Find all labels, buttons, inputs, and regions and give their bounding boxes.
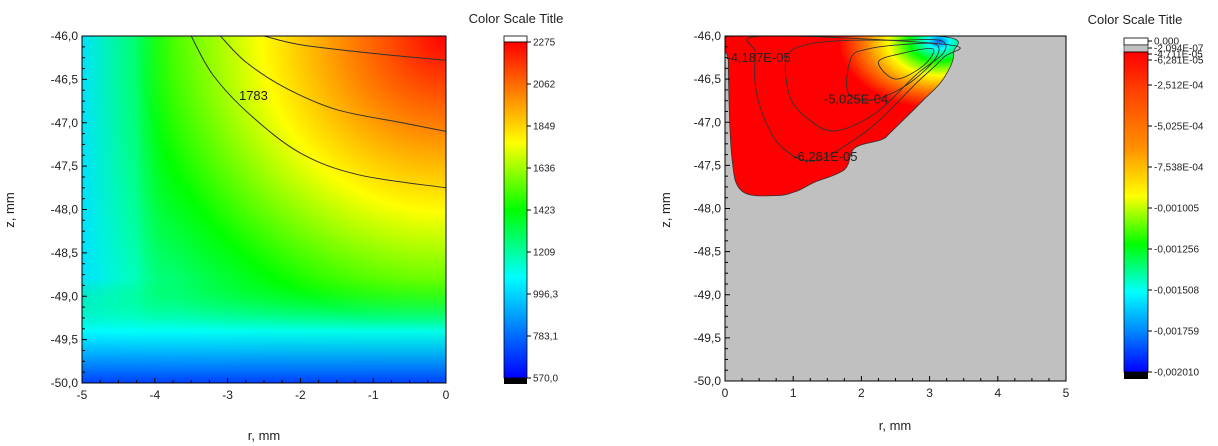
right-y-tick-label: -48,0: [694, 202, 722, 216]
right-y-tick-label: -46,0: [694, 29, 722, 43]
left-colorbar-tick-label: 996,3: [533, 290, 558, 301]
left-colorbar-tick-label: 570,0: [533, 374, 558, 385]
right-contour-label: -6,281E-05: [793, 149, 857, 164]
left-y-tick-label: -49,5: [51, 333, 79, 347]
left-plot-field: [82, 36, 446, 383]
right-contour-label: -5,025E-04: [824, 91, 888, 106]
right-colorbar-title: Color Scale Title: [1088, 12, 1183, 27]
left-x-tick-label: 0: [443, 388, 450, 402]
right-y-axis: -46,0 -46,5 -47,0 -47,5 -48,0 -48,5 -49,0 -49,5…: [694, 29, 730, 388]
left-y-tick-label: -46,5: [51, 72, 79, 86]
right-colorbar-tick-label: -2,512E-04: [1154, 81, 1204, 92]
right-contours: [746, 36, 961, 162]
right-x-tick-label: 2: [858, 386, 865, 400]
left-x-tick-label: -5: [77, 388, 88, 402]
right-colorbar-tick-label: -0,001005: [1154, 204, 1199, 215]
right-plot: -4,187E-05 -6,281E-05 -5,025E-04 0 1 2 3 4 5 -4…: [658, 12, 1204, 433]
right-x-tick-label: 4: [994, 386, 1001, 400]
right-y-tick-label: -48,5: [694, 245, 722, 259]
left-colorbar-labels: 2275 2062 1849 1636 1423 1209 996,3 783,1 570,0: [527, 38, 558, 385]
right-colorbar-tick-label: -0,001508: [1154, 286, 1199, 297]
left-colorbar-tick-label: 2275: [533, 38, 556, 49]
right-contour-label: -4,187E-05: [726, 50, 790, 65]
right-colorbar-tick-label: -7,538E-04: [1154, 163, 1204, 174]
left-y-tick-label: -49,0: [51, 289, 79, 303]
right-colorbar-labels: 0,000-2,094E-07-4,711E-05-6,281E-05 -2,51…: [1148, 37, 1204, 379]
left-x-tick-label: -3: [222, 388, 233, 402]
left-y-tick-label: -47,5: [51, 159, 79, 173]
left-contour-label: 1783: [239, 88, 268, 103]
left-y-tick-label: -46,0: [51, 29, 79, 43]
left-y-tick-label: -47,0: [51, 116, 79, 130]
left-x-axis: -5 -4 -3 -2 -1 0: [77, 378, 450, 402]
left-colorbar-tick-label: 1636: [533, 164, 556, 175]
left-colorbar-tick-label: 2062: [533, 80, 556, 91]
right-y-tick-label: -47,5: [694, 158, 722, 172]
right-colorbar-tick-label: 0,000: [1154, 37, 1179, 48]
right-x-tick-label: 5: [1063, 386, 1070, 400]
left-contours: [190, 36, 446, 189]
right-y-tick-label: -46,5: [694, 72, 722, 86]
right-colorbar-tick-label: -5,025E-04: [1154, 122, 1204, 133]
left-y-tick-label: -48,5: [51, 246, 79, 260]
right-y-tick-label: -49,5: [694, 331, 722, 345]
right-contour-line: [846, 42, 940, 102]
left-contour-line: [190, 36, 446, 189]
right-x-tick-label: 0: [722, 386, 729, 400]
right-y-tick-label: -47,0: [694, 115, 722, 129]
right-x-axis: 0 1 2 3 4 5: [722, 376, 1070, 400]
right-colorbar-tick-label: -0,001256: [1154, 245, 1199, 256]
left-colorbar-tick-label: 1849: [533, 122, 556, 133]
left-colorbar: Color Scale Title 2275 2062 1849 1636 1423 12…: [469, 11, 564, 385]
left-contour-line: [219, 36, 446, 132]
right-y-tick-label: -49,0: [694, 288, 722, 302]
right-x-tick-label: 3: [926, 386, 933, 400]
right-colorbar-tick-label: -2,094E-07: [1154, 44, 1204, 55]
right-y-tick-label: -50,0: [694, 374, 722, 388]
right-y-axis-title: z, mm: [658, 192, 673, 227]
right-field-region: [725, 36, 959, 197]
left-y-axis-title: z, mm: [2, 192, 17, 227]
right-contour-line: [878, 47, 935, 80]
right-x-axis-title: r, mm: [879, 418, 912, 433]
left-plot: 1783 -5 -4 -3 -2 -1 0 -46,0 -46,5 -47,0 -47,5 -48…: [2, 11, 563, 443]
left-colorbar-title: Color Scale Title: [469, 11, 564, 26]
left-colorbar-tick-label: 1423: [533, 206, 556, 217]
right-contour-labels: -4,187E-05 -6,281E-05 -5,025E-04: [726, 50, 888, 164]
left-x-tick-label: -1: [368, 388, 379, 402]
right-colorbar-tick-label: -0,002010: [1154, 368, 1199, 379]
right-x-tick-label: 1: [790, 386, 797, 400]
right-colorbar-tick-label: -6,281E-05: [1154, 56, 1204, 67]
left-y-tick-label: -50,0: [51, 376, 79, 390]
left-y-tick-label: -48,0: [51, 203, 79, 217]
left-x-tick-label: -4: [149, 388, 160, 402]
left-colorbar-tick-label: 783,1: [533, 332, 558, 343]
left-x-tick-label: -2: [295, 388, 306, 402]
left-x-axis-title: r, mm: [248, 428, 281, 443]
left-contour-line: [263, 36, 446, 61]
right-contour-line: [746, 36, 961, 162]
right-colorbar-tick-label: -4,711E-05: [1154, 50, 1203, 61]
right-colorbar-tick-label: -0,001759: [1154, 327, 1199, 338]
left-y-axis: -46,0 -46,5 -47,0 -47,5 -48,0 -48,5 -49,0 -49,5…: [51, 29, 87, 390]
left-colorbar-tick-label: 1209: [533, 248, 556, 259]
left-contour-labels: 1783: [239, 88, 268, 103]
right-colorbar: Color Scale Title 0,000-2,094E-07-4,711E…: [1088, 12, 1204, 379]
